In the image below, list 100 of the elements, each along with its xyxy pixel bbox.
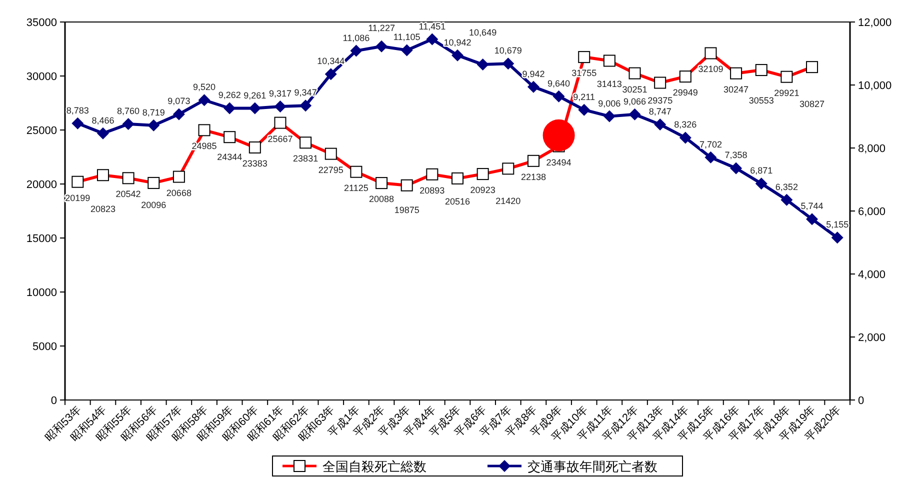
y2-tick-label: 4,000 xyxy=(858,269,886,281)
data-label: 8,326 xyxy=(674,120,697,130)
point xyxy=(172,108,185,120)
point xyxy=(502,58,514,70)
point xyxy=(426,33,438,46)
data-label: 11,451 xyxy=(418,21,446,32)
point xyxy=(248,102,261,114)
point xyxy=(831,232,844,244)
data-label: 23383 xyxy=(242,158,268,168)
point xyxy=(780,194,793,206)
point xyxy=(72,117,84,130)
point xyxy=(603,110,616,122)
point xyxy=(476,58,489,71)
data-label: 10,679 xyxy=(494,46,522,56)
data-label: 20088 xyxy=(369,194,394,204)
data-label: 8,760 xyxy=(117,106,140,116)
point xyxy=(452,49,464,62)
data-label: 9,640 xyxy=(548,78,570,88)
point xyxy=(578,104,590,116)
data-label: 9,211 xyxy=(573,92,596,102)
point xyxy=(96,127,109,140)
y-tick-label: 30000 xyxy=(26,71,57,83)
data-label: 20893 xyxy=(420,185,445,196)
data-label: 20823 xyxy=(90,204,116,214)
data-label: 30553 xyxy=(748,95,774,106)
data-label: 29949 xyxy=(672,88,698,98)
data-label: 9,520 xyxy=(193,82,216,92)
data-label: 9,006 xyxy=(598,98,621,108)
data-label: 9,261 xyxy=(244,90,266,100)
point xyxy=(224,102,236,114)
y2-tick-label: 0 xyxy=(858,395,864,407)
data-label: 6,352 xyxy=(775,182,798,192)
y-tick-label: 35000 xyxy=(26,17,57,29)
data-label: 23494 xyxy=(546,157,572,168)
y2-tick-label: 2,000 xyxy=(858,332,886,344)
data-label: 5,744 xyxy=(800,201,824,212)
data-label: 20096 xyxy=(141,200,166,210)
point xyxy=(679,132,692,144)
data-label: 10,942 xyxy=(444,37,472,48)
data-label: 8,719 xyxy=(142,107,165,118)
data-label: 29375 xyxy=(648,95,673,106)
data-label: 21125 xyxy=(344,182,368,193)
data-label: 9,317 xyxy=(268,88,292,99)
data-label: 20516 xyxy=(444,196,470,206)
point xyxy=(552,90,565,102)
point xyxy=(122,118,134,130)
point xyxy=(654,118,666,130)
point xyxy=(527,80,540,93)
data-label: 29921 xyxy=(774,88,800,98)
y-tick-label: 0 xyxy=(50,395,57,407)
point xyxy=(148,119,160,132)
data-label: 11,086 xyxy=(342,32,370,43)
data-label: 20542 xyxy=(116,189,141,200)
point xyxy=(755,178,768,190)
data-label: 19875 xyxy=(394,205,420,216)
point xyxy=(300,100,312,112)
data-label: 7,702 xyxy=(699,139,722,150)
data-label: 21420 xyxy=(496,196,521,206)
point xyxy=(730,162,742,174)
data-label: 31413 xyxy=(596,79,622,90)
y2-tick-label: 10,000 xyxy=(858,80,892,92)
data-label: 9,942 xyxy=(522,68,545,79)
data-label: 22138 xyxy=(520,172,546,182)
data-label: 30827 xyxy=(800,98,825,109)
y-tick-label: 15000 xyxy=(26,233,57,245)
data-label: 9,066 xyxy=(623,96,646,106)
point xyxy=(628,108,641,120)
data-label: 32109 xyxy=(698,64,724,74)
data-label: 22795 xyxy=(318,164,344,175)
y2-tick-label: 6,000 xyxy=(858,206,886,218)
data-label: 30247 xyxy=(724,84,749,94)
data-label: 6,871 xyxy=(750,166,773,176)
data-label: 23831 xyxy=(293,154,318,164)
data-label: 20923 xyxy=(470,185,496,196)
data-label: 8,783 xyxy=(66,105,89,116)
data-label: 10,344 xyxy=(317,56,345,66)
point xyxy=(324,68,337,80)
y-tick-label: 25000 xyxy=(26,125,57,137)
y2-tick-label: 12,000 xyxy=(858,17,892,29)
point xyxy=(376,40,388,52)
data-label: 9,262 xyxy=(218,90,241,100)
y-tick-label: 10000 xyxy=(26,287,57,299)
data-label: 8,466 xyxy=(92,115,114,126)
y-tick-label: 20000 xyxy=(26,179,57,191)
legend-label: 交通事故年間死亡者数 xyxy=(528,459,658,474)
data-label: 8,747 xyxy=(648,106,672,116)
y-tick-label: 5000 xyxy=(32,341,57,353)
data-label: 7,358 xyxy=(724,150,748,160)
data-label: 9,073 xyxy=(168,96,190,106)
legend-label: 全国自殺死亡総数 xyxy=(322,459,426,474)
data-label: 24344 xyxy=(217,152,242,162)
data-label: 11,105 xyxy=(393,32,420,42)
data-label: 20668 xyxy=(166,188,192,198)
point xyxy=(350,44,362,57)
data-label: 11,227 xyxy=(368,22,395,33)
point xyxy=(198,94,210,106)
point xyxy=(274,100,286,113)
y2-tick-label: 8,000 xyxy=(858,143,886,155)
point xyxy=(400,44,413,56)
data-label: 25667 xyxy=(268,134,293,144)
